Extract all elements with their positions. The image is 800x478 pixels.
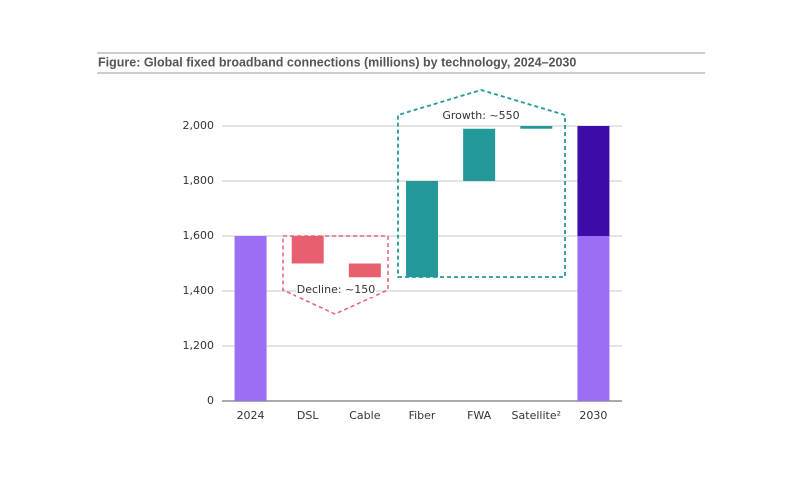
growth-box [397,89,566,278]
y-tick-label: 1,200 [183,339,215,352]
decline-box [282,235,389,315]
x-tick-label: Cable [349,409,380,422]
bar [520,126,553,129]
x-tick-label: Satellite² [512,409,561,422]
chart-title: Figure: Global fixed broadband connectio… [98,55,576,69]
x-tick-label: 2024 [237,409,265,422]
annotation: Growth: ~550 [442,109,519,122]
bar [348,263,381,278]
bar [463,128,496,181]
y-tick-label: 1,600 [183,229,215,242]
bar [406,181,438,278]
label-bg [296,283,376,297]
y-tick-label: 1,400 [183,284,215,297]
bar [234,236,267,401]
bar [291,236,324,264]
x-tick-label: 2030 [579,409,607,422]
y-tick-label: 1,800 [183,174,215,187]
y-tick-label: 2,000 [183,119,215,132]
x-tick-label: FWA [467,409,492,422]
x-tick-label: Fiber [409,409,436,422]
bar [577,126,610,236]
bar [577,236,610,401]
y-tick-label: 0 [207,394,214,407]
annotation: Decline: ~150 [297,283,376,296]
x-tick-label: DSL [297,409,319,422]
